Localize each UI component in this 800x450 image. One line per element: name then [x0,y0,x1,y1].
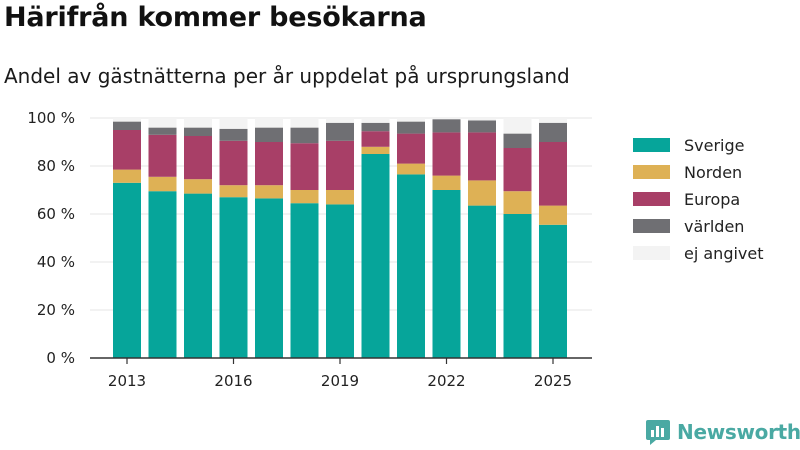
bar-segment-världen-2024 [503,133,532,148]
bar-segment-världen-2025 [539,122,567,142]
bar-segment-Europa-2017 [255,142,283,186]
axes: 0 % 20 % 40 % 60 % 80 % 100 % 2013 2016 2019 2022… [27,109,592,390]
bar-segment-Europa-2020 [361,131,390,147]
y-tick-label: 40 % [37,253,75,271]
legend-swatch-Sverige [633,138,670,152]
bar-segment-ej-angivet-2024 [503,118,532,134]
bar-segment-världen-2017 [255,127,283,142]
bar-segment-Norden-2016 [219,185,248,198]
bar-segment-ej-angivet-2022 [432,118,461,120]
bar-segment-Europa-2016 [219,140,248,186]
bar-segment-ej-angivet-2013 [113,118,141,122]
bar-segment-Europa-2021 [397,133,425,164]
bar-segment-ej-angivet-2017 [255,118,283,128]
bar-segment-Norden-2019 [326,190,354,205]
bar-segment-Norden-2021 [397,163,425,175]
bar-segment-världen-2019 [326,122,354,141]
bar-segment-världen-2013 [113,121,141,130]
bar-segment-världen-2022 [432,119,461,133]
bar-segment-världen-2023 [468,120,496,133]
bar-segment-Europa-2023 [468,132,496,181]
legend-label-världen: världen [684,217,744,236]
bar-segment-Europa-2025 [539,142,567,206]
y-tick-label: 60 % [37,205,75,223]
bar-segment-Sverige-2022 [432,190,461,358]
bar-stacks [113,118,567,358]
bar-segment-Europa-2013 [113,130,141,170]
y-tick-label: 100 % [27,109,75,127]
chart-title: Härifrån kommer besökarna [4,2,427,33]
bar-segment-Norden-2024 [503,191,532,214]
bar-segment-ej-angivet-2016 [219,118,248,129]
bar-segment-Norden-2015 [184,179,212,194]
legend-swatch-världen [633,219,670,233]
bar-segment-Sverige-2017 [255,198,283,358]
legend-label-Europa: Europa [684,190,740,209]
bar-segment-Sverige-2024 [503,214,532,358]
legend: Sverige Norden Europa världen ej angivet [633,136,764,263]
y-tick-label: 20 % [37,301,75,319]
x-tick-label: 2013 [108,372,146,390]
legend-swatch-Norden [633,165,670,179]
bar-segment-Sverige-2023 [468,205,496,358]
bar-segment-Norden-2025 [539,205,567,225]
bar-segment-ej-angivet-2021 [397,118,425,122]
x-tick-label: 2019 [321,372,359,390]
bar-segment-Sverige-2016 [219,197,248,358]
bar-segment-ej-angivet-2025 [539,118,567,123]
bar-segment-Norden-2023 [468,180,496,206]
bar-segment-världen-2014 [148,127,177,135]
bar-segment-världen-2016 [219,128,248,141]
legend-label-ej-angivet: ej angivet [684,244,764,263]
bar-segment-ej-angivet-2019 [326,118,354,123]
chart-subtitle: Andel av gästnätterna per år uppdelat på… [4,64,570,88]
bar-segment-världen-2020 [361,122,390,132]
x-tick-label: 2016 [214,372,252,390]
bar-segment-Sverige-2020 [361,154,390,358]
legend-swatch-Europa [633,192,670,206]
x-tick-label: 2025 [534,372,572,390]
bar-segment-Sverige-2013 [113,182,141,358]
bar-segment-Norden-2022 [432,175,461,190]
bar-segment-ej-angivet-2018 [290,118,319,128]
bar-segment-Norden-2020 [361,146,390,154]
bar-segment-Sverige-2015 [184,193,212,358]
bar-segment-ej-angivet-2015 [184,118,212,128]
bar-segment-ej-angivet-2023 [468,118,496,121]
bar-segment-världen-2015 [184,127,212,136]
x-tick-label: 2022 [427,372,465,390]
bar-segment-Europa-2014 [148,134,177,177]
bar-segment-Norden-2018 [290,190,319,204]
bar-segment-ej-angivet-2020 [361,118,390,123]
bar-segment-ej-angivet-2014 [148,118,177,128]
bar-segment-Sverige-2018 [290,203,319,358]
bar-segment-Norden-2014 [148,176,177,192]
bar-segment-Norden-2013 [113,169,141,183]
bar-segment-världen-2021 [397,121,425,134]
y-tick-label: 0 % [46,349,75,367]
legend-swatch-ej-angivet [633,246,670,260]
bar-segment-världen-2018 [290,127,319,144]
y-tick-label: 80 % [37,157,75,175]
bar-segment-Sverige-2014 [148,191,177,358]
brand-name: Newsworthy [677,420,800,444]
bar-segment-Sverige-2025 [539,224,567,358]
newsworthy-logo-icon [646,420,670,445]
bar-segment-Sverige-2019 [326,204,354,358]
bar-segment-Europa-2019 [326,140,354,190]
legend-label-Sverige: Sverige [684,136,745,155]
bar-segment-Norden-2017 [255,185,283,199]
bar-segment-Europa-2015 [184,136,212,180]
legend-label-Norden: Norden [684,163,742,182]
bar-segment-Europa-2018 [290,143,319,190]
bar-segment-Europa-2022 [432,132,461,176]
brand-logo: Newsworthy [645,418,800,446]
bar-segment-Europa-2024 [503,148,532,192]
bar-segment-Sverige-2021 [397,174,425,358]
